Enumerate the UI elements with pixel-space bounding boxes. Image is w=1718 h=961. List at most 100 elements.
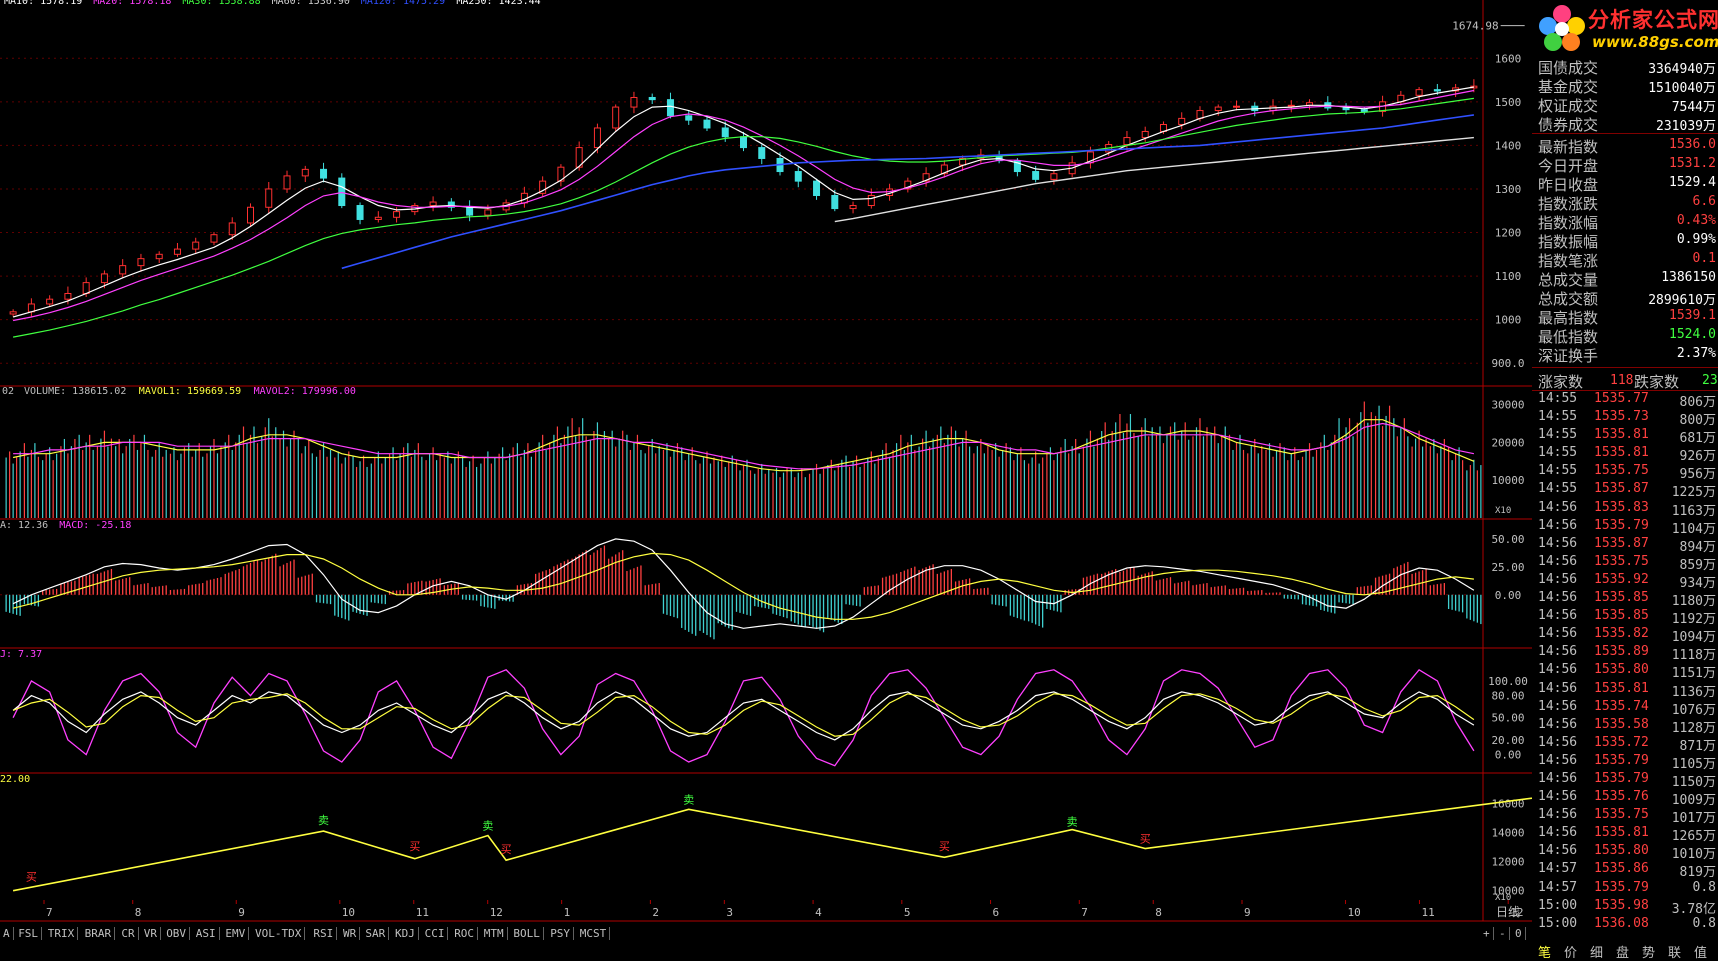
indicator-tab-wr[interactable]: WR xyxy=(340,927,361,940)
kdj-j-line xyxy=(12,668,1475,767)
indicator-tab-brar[interactable]: BRAR xyxy=(82,927,116,940)
tick-time: 14:56 xyxy=(1538,571,1578,587)
zoom-control[interactable]: 0 xyxy=(1512,927,1526,940)
macd-legend-item: MACD: -25.18 xyxy=(59,520,131,531)
tick-price: 1535.79 xyxy=(1594,752,1649,768)
logo-url: www.88gs.com xyxy=(1592,33,1718,51)
candle-body xyxy=(1360,109,1368,112)
indicator-tab-asi[interactable]: ASI xyxy=(193,927,220,940)
macd-axis-label: 0.00 xyxy=(1495,589,1522,602)
stat-label: 债券成交 xyxy=(1538,116,1599,134)
tick-volume: 1009万 xyxy=(1671,793,1716,809)
indicator-tab-psy[interactable]: PSY xyxy=(547,927,575,940)
candle-body xyxy=(447,201,455,208)
candle-body xyxy=(1141,130,1149,139)
stat-label: 基金成交 xyxy=(1538,78,1599,96)
index-stats: 国债成交 3364940万 基金成交 1510040万 权证成交 7544万 债券成交 231… xyxy=(1532,57,1718,365)
tick-volume: 0.8 xyxy=(1692,879,1716,895)
right-tab[interactable]: 盘 xyxy=(1616,946,1630,961)
tick-time: 14:55 xyxy=(1538,481,1578,497)
indicator-tab-emv[interactable]: EMV xyxy=(222,927,250,940)
candle-body xyxy=(922,173,930,182)
indicator-tab-roc[interactable]: ROC xyxy=(451,927,479,940)
indicator-tab-vr[interactable]: VR xyxy=(141,927,162,940)
right-tab[interactable]: 值 xyxy=(1694,946,1708,961)
right-tab[interactable]: 价 xyxy=(1564,946,1578,961)
candle-body xyxy=(867,195,875,207)
indicator-tab-obv[interactable]: OBV xyxy=(163,927,191,940)
stat-label: 指数笔涨 xyxy=(1538,252,1599,270)
x-axis-label: 11 xyxy=(416,906,429,919)
signal-mark: 买 xyxy=(501,843,512,856)
candle-body xyxy=(648,96,656,101)
volume-legend-prefix: 02 xyxy=(2,386,14,397)
candle-body xyxy=(173,248,181,255)
tick-time: 14:55 xyxy=(1538,391,1578,406)
volume-axis-label: 30000 xyxy=(1491,399,1524,412)
tick-price: 1535.79 xyxy=(1594,879,1649,895)
indicator-tab-fsl[interactable]: FSL xyxy=(15,927,43,940)
tick-price: 1535.76 xyxy=(1594,789,1649,805)
kdj-axis-label: 80.00 xyxy=(1491,690,1524,703)
macd-dea-line xyxy=(12,552,1474,620)
candle-body xyxy=(612,106,620,129)
stat-value: 0.43% xyxy=(1676,213,1716,228)
tick-row: 14:56 1535.80 1010万 xyxy=(1532,843,1718,862)
candle-body xyxy=(192,241,200,250)
stat-row: 今日开盘 1531.2 xyxy=(1532,155,1718,175)
down-count-label: 跌家数 xyxy=(1634,373,1680,391)
candle-body xyxy=(1050,173,1058,180)
right-tab[interactable]: 细 xyxy=(1590,946,1604,961)
tick-row: 14:56 1535.79 1105万 xyxy=(1532,752,1718,772)
indicator-tab-cr[interactable]: CR xyxy=(118,927,139,940)
tick-list[interactable]: 14:55 1535.77 806万 14:55 1535.73 800万 14:55 153… xyxy=(1532,391,1718,934)
tick-row: 14:57 1535.86 819万 xyxy=(1532,861,1718,880)
x-axis-label: 12 xyxy=(490,906,503,919)
stat-value: 1531.2 xyxy=(1669,156,1716,171)
tick-row: 15:00 1536.08 0.8 xyxy=(1532,916,1718,934)
indicator-tab-vol-tdx[interactable]: VOL-TDX xyxy=(252,927,306,940)
stat-label: 最低指数 xyxy=(1538,328,1599,346)
tick-volume: 1017万 xyxy=(1671,811,1716,827)
stat-value: 0.1 xyxy=(1692,251,1716,266)
tick-price: 1535.75 xyxy=(1594,807,1649,823)
tick-time: 14:57 xyxy=(1538,879,1578,895)
indicator-tab-a[interactable]: A xyxy=(0,927,14,940)
signal-mark: 买 xyxy=(939,840,950,853)
candle-body xyxy=(685,115,693,121)
tick-volume: 1265万 xyxy=(1671,829,1716,845)
indicator-tab-trix[interactable]: TRIX xyxy=(45,927,79,940)
candle-body xyxy=(320,168,328,179)
indicator-tab-sar[interactable]: SAR xyxy=(362,927,390,940)
volume-legend-item: VOLUME: 138615.02 xyxy=(24,386,126,397)
zoom-control[interactable]: + xyxy=(1480,927,1494,940)
tick-row: 14:56 1535.89 1118万 xyxy=(1532,644,1718,663)
indicator-tab-boll[interactable]: BOLL xyxy=(510,927,544,940)
indicator-tab-mcst[interactable]: MCST xyxy=(577,927,611,940)
price-axis-label: 1100 xyxy=(1495,270,1522,283)
tick-price: 1535.81 xyxy=(1594,680,1649,696)
tick-row: 14:56 1535.76 1009万 xyxy=(1532,789,1718,809)
x-axis-label: 6 xyxy=(993,906,1000,919)
kline-chart-area[interactable]: 1600150014001300120011001000900.01674.98… xyxy=(0,0,1532,959)
stat-row: 债券成交 231039万 xyxy=(1532,114,1718,134)
candle-body xyxy=(338,177,346,207)
x-axis-label: 2 xyxy=(652,906,659,919)
high-price-annotation: 1674.98 xyxy=(1452,20,1498,33)
indicator-tab-rsi[interactable]: RSI xyxy=(310,927,338,940)
right-tab[interactable]: 势 xyxy=(1642,946,1656,961)
right-tab[interactable]: 笔 xyxy=(1538,946,1552,961)
indicator-tab-mtm[interactable]: MTM xyxy=(481,927,508,940)
zoom-control[interactable]: - xyxy=(1496,927,1510,940)
candle-body xyxy=(484,209,492,216)
tick-volume: 934万 xyxy=(1679,575,1716,591)
candle-body xyxy=(703,119,711,129)
volume-legend-item: MAVOL2: 179996.00 xyxy=(254,386,356,397)
price-axis-label: 1200 xyxy=(1495,227,1522,240)
indicator-tab-kdj[interactable]: KDJ xyxy=(392,927,419,940)
indicator-tab-cci[interactable]: CCI xyxy=(422,927,449,940)
candle-body xyxy=(1433,89,1441,92)
stat-row: 最低指数 1524.0 xyxy=(1532,326,1718,346)
tick-time: 14:56 xyxy=(1538,716,1578,732)
right-tab[interactable]: 联 xyxy=(1668,946,1682,961)
